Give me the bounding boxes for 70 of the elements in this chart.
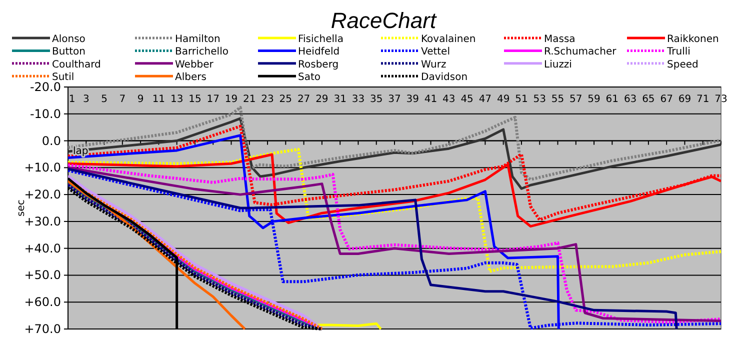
legend-label: Webber bbox=[175, 59, 214, 70]
chart-title: RaceChart bbox=[330, 8, 437, 33]
x-tick-label: 31 bbox=[334, 94, 346, 105]
x-tick-label: 53 bbox=[533, 94, 546, 105]
x-tick-label: 61 bbox=[606, 94, 619, 105]
y-tick-label: -10.0 bbox=[30, 106, 61, 121]
x-tick-label: 1 bbox=[68, 94, 76, 105]
legend-label: Vettel bbox=[421, 46, 450, 58]
x-tick-label: 13 bbox=[170, 94, 184, 105]
y-tick-label: +40.0 bbox=[24, 241, 61, 256]
y-tick-label: +70.0 bbox=[24, 322, 61, 336]
y-tick-label: 0.0 bbox=[42, 134, 61, 148]
x-tick-label: 41 bbox=[424, 94, 438, 105]
legend-label: Albers bbox=[175, 72, 206, 84]
legend-label: Rosberg bbox=[298, 59, 339, 70]
legend-label: Speed bbox=[667, 59, 698, 70]
y-tick-label: +30.0 bbox=[24, 214, 61, 228]
x-tick-label: 69 bbox=[678, 94, 692, 105]
legend-label: Davidson bbox=[421, 72, 468, 84]
x-tick-label: 21 bbox=[243, 94, 256, 105]
y-tick-label: +50.0 bbox=[24, 268, 61, 282]
x-tick-label: 47 bbox=[478, 94, 492, 105]
x-tick-label: 15 bbox=[188, 94, 202, 105]
x-tick-label: 27 bbox=[297, 94, 310, 105]
legend-label: Sato bbox=[298, 72, 321, 84]
x-tick-label: 9 bbox=[137, 94, 144, 105]
x-tick-label: 23 bbox=[261, 94, 274, 105]
y-tick-label: +10.0 bbox=[24, 160, 61, 175]
legend-label: Liuzzi bbox=[544, 59, 572, 70]
x-tick-label: 45 bbox=[460, 94, 474, 105]
x-tick-label: 7 bbox=[119, 94, 126, 105]
x-tick-label: 73 bbox=[714, 94, 728, 105]
x-tick-label: 29 bbox=[316, 94, 328, 105]
x-tick-label: 71 bbox=[696, 94, 710, 105]
legend-label: Coulthard bbox=[52, 59, 101, 70]
y-tick-label: +60.0 bbox=[24, 295, 61, 310]
legend-label: Button bbox=[52, 46, 86, 58]
x-tick-label: 11 bbox=[152, 94, 166, 105]
x-tick-label: 43 bbox=[442, 94, 456, 105]
legend-label: Alonso bbox=[52, 34, 86, 45]
legend-label: Heidfeld bbox=[298, 46, 340, 58]
x-tick-label: 25 bbox=[279, 94, 292, 105]
x-tick-label: 59 bbox=[588, 94, 600, 105]
x-tick-label: 55 bbox=[551, 94, 564, 105]
x-tick-label: 63 bbox=[624, 94, 637, 105]
x-axis-title: lap bbox=[73, 146, 88, 157]
x-tick-label: 37 bbox=[388, 94, 401, 105]
x-tick-label: 51 bbox=[515, 94, 528, 105]
x-tick-label: 35 bbox=[370, 94, 383, 105]
legend-label: Fisichella bbox=[298, 34, 344, 45]
x-tick-label: 3 bbox=[82, 94, 90, 105]
legend-label: R.Schumacher bbox=[544, 46, 618, 58]
y-axis-title: sec bbox=[16, 200, 27, 216]
x-tick-label: 33 bbox=[352, 94, 365, 105]
x-tick-label: 67 bbox=[660, 94, 673, 105]
x-tick-label: 65 bbox=[642, 94, 655, 105]
x-tick-label: 39 bbox=[406, 94, 420, 105]
legend-label: Barrichello bbox=[175, 46, 228, 58]
legend-label: Trulli bbox=[666, 46, 690, 58]
x-tick-label: 17 bbox=[206, 94, 220, 105]
legend-label: Raikkonen bbox=[667, 34, 719, 45]
legend-label: Hamilton bbox=[175, 34, 220, 45]
x-tick-label: 57 bbox=[570, 94, 582, 105]
legend-label: Massa bbox=[544, 34, 576, 45]
x-tick-label: 49 bbox=[496, 94, 510, 105]
legend-label: Wurz bbox=[421, 59, 446, 70]
legend-label: Kovalainen bbox=[421, 34, 476, 45]
y-tick-label: +20.0 bbox=[24, 188, 61, 202]
x-tick-label: 19 bbox=[224, 94, 238, 105]
x-tick-label: 5 bbox=[101, 94, 108, 105]
